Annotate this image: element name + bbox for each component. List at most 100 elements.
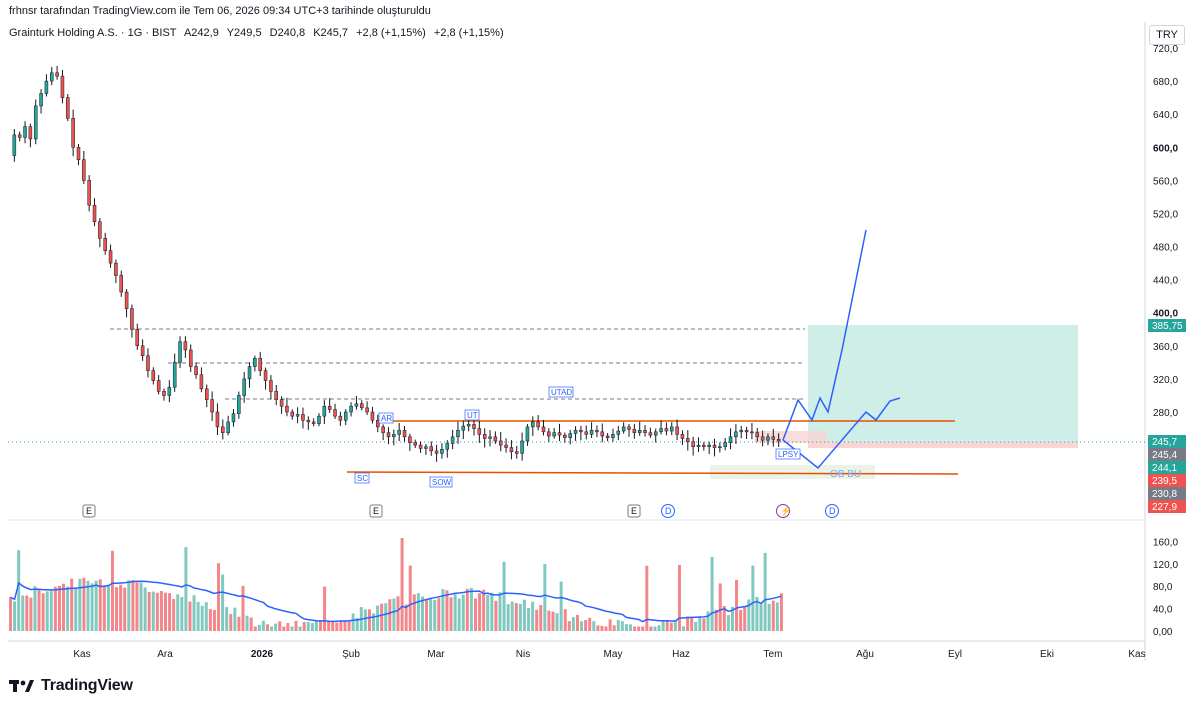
volume-bar [400, 538, 404, 631]
volume-bar [465, 588, 469, 631]
volume-bar [543, 563, 547, 631]
volume-axis: 160,0 120,0 80,0 40,0 0,00 [1153, 537, 1178, 638]
candle-body [108, 250, 113, 264]
volume-bar [119, 584, 123, 631]
candle-body [237, 395, 241, 414]
volume-bar [253, 626, 257, 631]
candle-body [370, 411, 375, 421]
candle-body [23, 126, 27, 138]
svg-text:E: E [631, 506, 637, 516]
event-markers[interactable]: E E E D ⚡ D [82, 504, 839, 518]
candle-body [33, 105, 38, 140]
volume-bar [547, 610, 551, 631]
candle-body [627, 426, 631, 430]
volume-bar [261, 620, 265, 631]
close-value: K245,7 [313, 27, 349, 39]
volume-bar [29, 597, 33, 631]
volume-bar [706, 611, 710, 631]
candle-body [162, 391, 166, 396]
candle-body [482, 434, 487, 439]
time-axis[interactable]: Kas Ara 2026 Şub Mar Nis May Haz Tem Ağu Eyl Eki Kas [73, 649, 1145, 660]
candle-body [327, 405, 332, 410]
candle-body [87, 180, 91, 206]
candle-body [50, 72, 54, 82]
candle-body [552, 432, 556, 437]
volume-bar [363, 609, 367, 631]
volume-bar [212, 610, 216, 631]
candle-body [44, 80, 49, 94]
candle-body [402, 429, 407, 438]
candle-body [135, 329, 140, 347]
volume-bar [172, 599, 176, 631]
volume-bar [420, 596, 424, 631]
candle-body [488, 436, 492, 439]
price-tick: 400,0 [1153, 309, 1178, 320]
volume-bar [70, 578, 74, 631]
volume-bar [196, 601, 200, 631]
volume-bar [494, 600, 498, 631]
volume-bar [396, 596, 400, 631]
volume-bar [98, 579, 102, 631]
volume-bar [180, 596, 184, 631]
volume-bar [441, 589, 445, 631]
candle-body [151, 370, 156, 381]
volume-bar [677, 564, 681, 631]
volume-bar [221, 574, 225, 631]
volume-bar [408, 565, 412, 631]
volume-bar [486, 594, 490, 631]
currency-button[interactable]: TRY [1149, 25, 1185, 45]
volume-bar [453, 594, 457, 631]
volume-bar [502, 561, 506, 631]
price-label: 244,1 [1152, 463, 1177, 474]
volume-bar [665, 620, 669, 631]
volume-bar [474, 598, 477, 631]
volume-bar [779, 593, 783, 631]
candle-body [755, 432, 760, 438]
volume-bar [498, 592, 502, 631]
candle-body [461, 425, 466, 431]
volume-bar [164, 592, 167, 631]
candlestick-series [12, 65, 781, 462]
volume-bar [555, 613, 559, 631]
candle-body [269, 380, 273, 392]
volume-bar [735, 579, 739, 631]
price-tick: 520,0 [1153, 209, 1178, 220]
volume-bar [25, 595, 29, 631]
volume-bar [412, 594, 416, 631]
candle-body [119, 275, 123, 293]
volume-bar [600, 625, 604, 631]
time-tick: 2026 [251, 649, 274, 660]
candle-body [493, 436, 498, 442]
candle-body [472, 424, 476, 429]
price-label-bg [1148, 435, 1186, 448]
candle-body [349, 405, 353, 413]
candle-body [295, 414, 300, 417]
candle-body [124, 291, 129, 309]
volume-bar [319, 620, 322, 631]
volume-bar [722, 606, 726, 631]
candle-body [589, 429, 594, 435]
volume-bar [775, 602, 779, 631]
volume-bar [506, 604, 510, 631]
price-axis[interactable]: 720,0 680,0 640,0 600,0 560,0 520,0 480,0 440,0… [1153, 44, 1178, 419]
candle-body [322, 405, 327, 417]
candle-body [66, 97, 70, 119]
volume-bar [726, 615, 730, 631]
candle-body [231, 413, 236, 423]
candle-body [178, 341, 182, 363]
candle-body [509, 447, 514, 452]
volume-tick: 160,0 [1153, 537, 1178, 548]
volume-bar [355, 617, 359, 631]
ob-zone [710, 465, 875, 479]
symbol-name[interactable]: Grainturk Holding A.S. · 1G · BIST [9, 27, 177, 39]
candle-body [547, 431, 551, 437]
candle-body [434, 450, 439, 454]
candle-body [365, 407, 369, 413]
volume-bar [380, 603, 384, 631]
volume-bar [335, 622, 339, 631]
volume-bar [633, 626, 637, 631]
svg-text:E: E [373, 506, 379, 516]
volume-bar [482, 589, 486, 631]
svg-text:D: D [829, 506, 836, 516]
